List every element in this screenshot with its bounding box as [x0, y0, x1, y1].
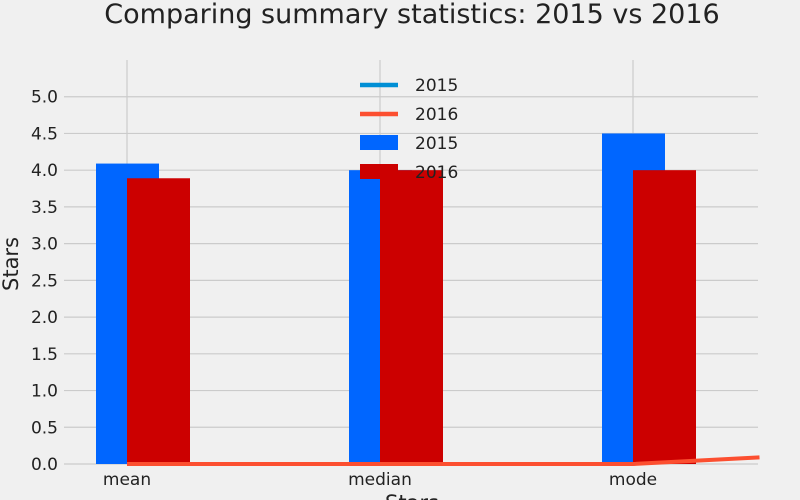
y-axis-label: Stars	[0, 237, 23, 291]
line-series	[127, 455, 760, 466]
y-tick-label: 5.0	[31, 88, 58, 108]
bars	[96, 133, 696, 465]
y-tick-label: 2.0	[31, 308, 58, 328]
y-tick-label: 3.5	[31, 198, 58, 218]
legend-bar-swatch-2015	[360, 135, 398, 150]
y-tick-label: 2.5	[31, 271, 58, 291]
line-series-2016	[127, 455, 760, 466]
legend-label-2016: 2016	[415, 105, 458, 125]
y-tick-label: 4.0	[31, 161, 58, 181]
x-tick-label-mean: mean	[103, 470, 151, 490]
legend: 2015 2016 2015 2016	[360, 76, 458, 183]
x-tick-label-median: median	[348, 470, 412, 490]
legend-label-2015: 2015	[415, 134, 458, 154]
legend-label-2015: 2015	[415, 76, 458, 96]
y-tick-label: 1.5	[31, 345, 58, 365]
legend-label-2016: 2016	[415, 163, 458, 183]
x-axis-label: Stars	[385, 491, 439, 500]
y-tick-label: 0.0	[31, 455, 58, 475]
legend-bar-swatch-2016	[360, 164, 398, 179]
x-tick-label-mode: mode	[609, 470, 657, 490]
y-tick-label: 0.5	[31, 418, 58, 438]
y-tick-label: 4.5	[31, 124, 58, 144]
bar-2016-mean	[127, 178, 190, 464]
tick-labels: 0.0 0.5 1.0 1.5 2.0 2.5 3.0 3.5 4.0 4.5 5.0 mean med…	[31, 88, 657, 490]
bar-2016-mode	[633, 170, 696, 464]
y-tick-label: 1.0	[31, 382, 58, 402]
y-tick-label: 3.0	[31, 235, 58, 255]
chart-title: Comparing summary statistics: 2015 vs 20…	[104, 0, 719, 30]
bar-2016-median	[380, 170, 443, 464]
